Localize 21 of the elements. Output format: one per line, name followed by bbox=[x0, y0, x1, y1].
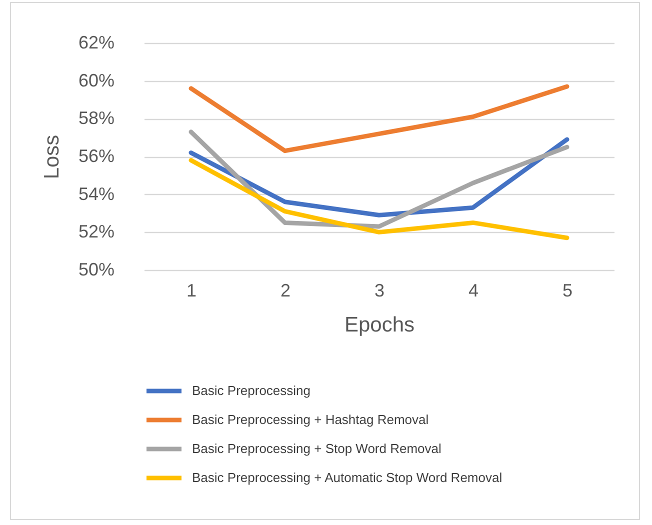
y-tick-label: 60% bbox=[78, 70, 114, 90]
y-tick-label: 50% bbox=[78, 260, 114, 280]
line-series bbox=[188, 84, 570, 154]
x-tick-label: 4 bbox=[468, 280, 479, 300]
y-axis-title: Loss bbox=[40, 134, 64, 180]
y-tick-label: 54% bbox=[78, 184, 114, 204]
x-axis-title: Epochs bbox=[344, 314, 415, 336]
legend-label: Basic Preprocessing + Hashtag Removal bbox=[192, 412, 429, 427]
y-tick-label: 58% bbox=[78, 108, 114, 128]
x-tick-label: 5 bbox=[562, 280, 573, 300]
legend-label: Basic Preprocessing + Stop Word Removal bbox=[192, 441, 442, 456]
legend-label: Basic Preprocessing bbox=[192, 383, 310, 398]
line-series bbox=[188, 158, 570, 240]
y-tick-label: 56% bbox=[78, 146, 114, 166]
line-series bbox=[188, 130, 570, 229]
x-tick-label: 2 bbox=[280, 280, 291, 300]
y-tick-label: 52% bbox=[78, 222, 114, 242]
y-tick-label: 62% bbox=[78, 32, 114, 52]
legend-label: Basic Preprocessing + Automatic Stop Word Removal bbox=[192, 470, 502, 485]
x-tick-label: 3 bbox=[374, 280, 385, 300]
x-tick-label: 1 bbox=[186, 280, 197, 300]
